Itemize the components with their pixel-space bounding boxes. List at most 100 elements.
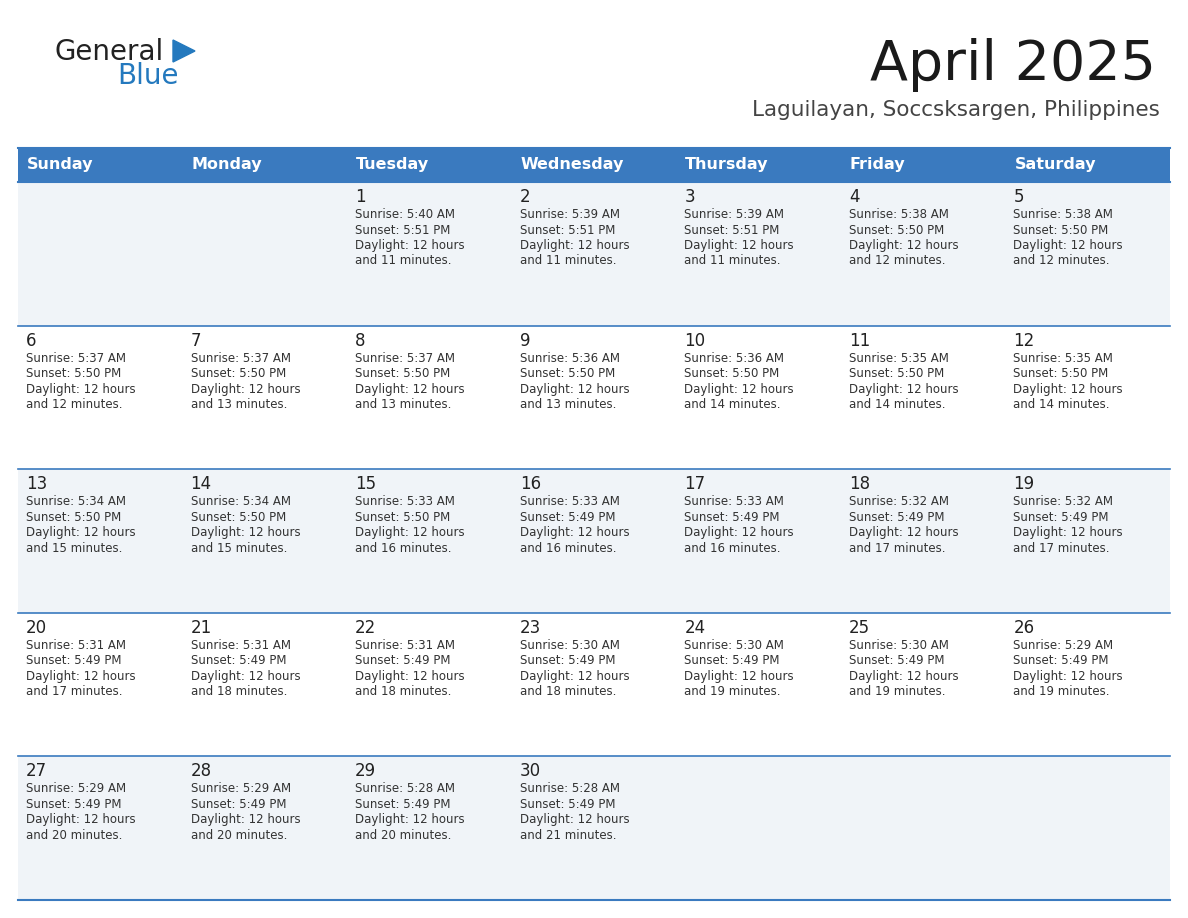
Text: Daylight: 12 hours: Daylight: 12 hours — [26, 383, 135, 396]
Text: 24: 24 — [684, 619, 706, 637]
Text: Sunset: 5:50 PM: Sunset: 5:50 PM — [849, 223, 944, 237]
Text: Sunset: 5:50 PM: Sunset: 5:50 PM — [26, 510, 121, 523]
Text: Sunrise: 5:34 AM: Sunrise: 5:34 AM — [190, 495, 291, 509]
Text: 19: 19 — [1013, 476, 1035, 493]
Text: Sunrise: 5:29 AM: Sunrise: 5:29 AM — [1013, 639, 1113, 652]
Text: and 19 minutes.: and 19 minutes. — [1013, 686, 1110, 699]
Text: Sunset: 5:50 PM: Sunset: 5:50 PM — [1013, 367, 1108, 380]
Text: Daylight: 12 hours: Daylight: 12 hours — [849, 239, 959, 252]
Text: 26: 26 — [1013, 619, 1035, 637]
Text: Sunrise: 5:33 AM: Sunrise: 5:33 AM — [355, 495, 455, 509]
Text: General: General — [55, 38, 164, 66]
Text: April 2025: April 2025 — [870, 38, 1156, 92]
Text: and 18 minutes.: and 18 minutes. — [519, 686, 617, 699]
Text: and 11 minutes.: and 11 minutes. — [519, 254, 617, 267]
Text: Wednesday: Wednesday — [520, 158, 624, 173]
Text: Daylight: 12 hours: Daylight: 12 hours — [849, 526, 959, 539]
Text: Daylight: 12 hours: Daylight: 12 hours — [355, 239, 465, 252]
Text: and 13 minutes.: and 13 minutes. — [190, 398, 287, 411]
Text: Sunset: 5:50 PM: Sunset: 5:50 PM — [355, 367, 450, 380]
Text: Sunrise: 5:37 AM: Sunrise: 5:37 AM — [355, 352, 455, 364]
Text: Daylight: 12 hours: Daylight: 12 hours — [26, 670, 135, 683]
Text: Sunset: 5:49 PM: Sunset: 5:49 PM — [1013, 655, 1108, 667]
Text: Sunset: 5:50 PM: Sunset: 5:50 PM — [1013, 223, 1108, 237]
Text: Daylight: 12 hours: Daylight: 12 hours — [849, 383, 959, 396]
Text: Sunrise: 5:29 AM: Sunrise: 5:29 AM — [26, 782, 126, 795]
Text: and 12 minutes.: and 12 minutes. — [1013, 254, 1110, 267]
Text: Sunset: 5:51 PM: Sunset: 5:51 PM — [355, 223, 450, 237]
Text: 10: 10 — [684, 331, 706, 350]
Text: 12: 12 — [1013, 331, 1035, 350]
Text: Sunrise: 5:32 AM: Sunrise: 5:32 AM — [849, 495, 949, 509]
Text: Sunrise: 5:38 AM: Sunrise: 5:38 AM — [849, 208, 949, 221]
Text: 28: 28 — [190, 763, 211, 780]
Text: and 19 minutes.: and 19 minutes. — [684, 686, 781, 699]
Text: 29: 29 — [355, 763, 377, 780]
Text: 20: 20 — [26, 619, 48, 637]
Text: and 20 minutes.: and 20 minutes. — [355, 829, 451, 842]
Bar — [18, 148, 183, 182]
Text: and 14 minutes.: and 14 minutes. — [1013, 398, 1110, 411]
Text: Sunset: 5:50 PM: Sunset: 5:50 PM — [190, 367, 286, 380]
Text: 21: 21 — [190, 619, 211, 637]
Text: 1: 1 — [355, 188, 366, 206]
Text: Sunset: 5:51 PM: Sunset: 5:51 PM — [519, 223, 615, 237]
Text: 8: 8 — [355, 331, 366, 350]
Bar — [347, 148, 512, 182]
Text: Sunset: 5:50 PM: Sunset: 5:50 PM — [849, 367, 944, 380]
Text: and 17 minutes.: and 17 minutes. — [1013, 542, 1110, 554]
Text: 7: 7 — [190, 331, 201, 350]
Text: and 14 minutes.: and 14 minutes. — [849, 398, 946, 411]
Text: Daylight: 12 hours: Daylight: 12 hours — [519, 239, 630, 252]
Text: Sunrise: 5:30 AM: Sunrise: 5:30 AM — [519, 639, 620, 652]
Text: and 17 minutes.: and 17 minutes. — [849, 542, 946, 554]
Text: and 12 minutes.: and 12 minutes. — [849, 254, 946, 267]
Text: and 12 minutes.: and 12 minutes. — [26, 398, 122, 411]
Text: Sunrise: 5:37 AM: Sunrise: 5:37 AM — [26, 352, 126, 364]
Text: Daylight: 12 hours: Daylight: 12 hours — [190, 813, 301, 826]
Text: and 21 minutes.: and 21 minutes. — [519, 829, 617, 842]
Text: Sunset: 5:49 PM: Sunset: 5:49 PM — [1013, 510, 1108, 523]
Text: Sunrise: 5:36 AM: Sunrise: 5:36 AM — [684, 352, 784, 364]
Text: 5: 5 — [1013, 188, 1024, 206]
Bar — [18, 326, 1170, 469]
Bar — [18, 756, 1170, 900]
Text: Sunday: Sunday — [27, 158, 94, 173]
Text: Daylight: 12 hours: Daylight: 12 hours — [849, 670, 959, 683]
Text: and 11 minutes.: and 11 minutes. — [355, 254, 451, 267]
Text: Sunrise: 5:28 AM: Sunrise: 5:28 AM — [355, 782, 455, 795]
Text: Daylight: 12 hours: Daylight: 12 hours — [355, 383, 465, 396]
Text: Daylight: 12 hours: Daylight: 12 hours — [519, 670, 630, 683]
Text: 6: 6 — [26, 331, 37, 350]
Text: Daylight: 12 hours: Daylight: 12 hours — [684, 526, 794, 539]
Text: and 15 minutes.: and 15 minutes. — [26, 542, 122, 554]
Text: Daylight: 12 hours: Daylight: 12 hours — [1013, 526, 1123, 539]
Text: Daylight: 12 hours: Daylight: 12 hours — [519, 813, 630, 826]
Text: Daylight: 12 hours: Daylight: 12 hours — [684, 670, 794, 683]
Text: Sunrise: 5:30 AM: Sunrise: 5:30 AM — [684, 639, 784, 652]
Text: and 15 minutes.: and 15 minutes. — [190, 542, 287, 554]
Text: Sunrise: 5:35 AM: Sunrise: 5:35 AM — [849, 352, 949, 364]
Text: and 20 minutes.: and 20 minutes. — [190, 829, 287, 842]
Text: Sunrise: 5:37 AM: Sunrise: 5:37 AM — [190, 352, 291, 364]
Text: and 17 minutes.: and 17 minutes. — [26, 686, 122, 699]
Text: Daylight: 12 hours: Daylight: 12 hours — [190, 383, 301, 396]
Text: Tuesday: Tuesday — [356, 158, 429, 173]
Text: Daylight: 12 hours: Daylight: 12 hours — [519, 526, 630, 539]
Text: Sunrise: 5:40 AM: Sunrise: 5:40 AM — [355, 208, 455, 221]
Text: Sunset: 5:51 PM: Sunset: 5:51 PM — [684, 223, 779, 237]
Bar — [841, 148, 1005, 182]
Text: Sunrise: 5:35 AM: Sunrise: 5:35 AM — [1013, 352, 1113, 364]
Text: 9: 9 — [519, 331, 530, 350]
Text: and 13 minutes.: and 13 minutes. — [355, 398, 451, 411]
Text: Sunset: 5:49 PM: Sunset: 5:49 PM — [26, 655, 121, 667]
Polygon shape — [173, 40, 195, 62]
Text: Sunrise: 5:33 AM: Sunrise: 5:33 AM — [684, 495, 784, 509]
Text: Daylight: 12 hours: Daylight: 12 hours — [355, 670, 465, 683]
Text: Sunrise: 5:31 AM: Sunrise: 5:31 AM — [190, 639, 291, 652]
Bar — [1005, 148, 1170, 182]
Text: Daylight: 12 hours: Daylight: 12 hours — [519, 383, 630, 396]
Text: Sunset: 5:49 PM: Sunset: 5:49 PM — [355, 798, 450, 811]
Text: Sunset: 5:49 PM: Sunset: 5:49 PM — [190, 798, 286, 811]
Text: Sunset: 5:50 PM: Sunset: 5:50 PM — [190, 510, 286, 523]
